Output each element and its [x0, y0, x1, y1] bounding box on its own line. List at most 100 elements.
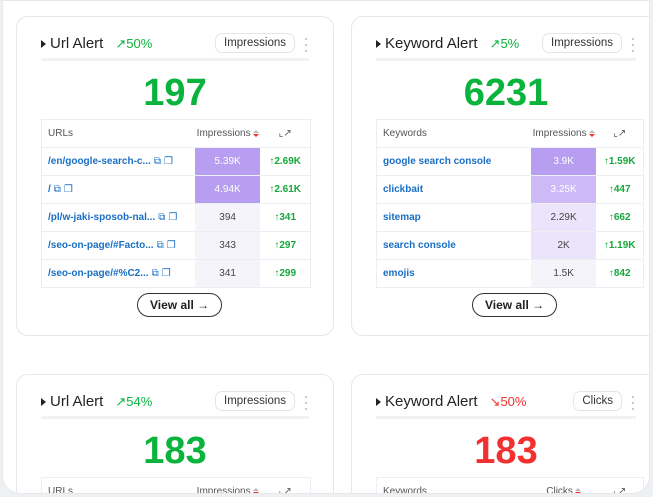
external-link-icon[interactable]: ⧉: [156, 240, 164, 251]
metric-select[interactable]: Impressions: [215, 391, 295, 411]
row-link[interactable]: google search console: [383, 156, 492, 167]
table-row: google search console 3.9K ↑1.59K: [377, 147, 643, 175]
sort-icon[interactable]: [574, 488, 581, 493]
alert-table: URLs Impressions ⌞↗ /en/google-search-c.…: [41, 119, 311, 288]
copy-icon[interactable]: ❐: [166, 240, 176, 251]
value-cell: 2.29K: [530, 204, 597, 231]
sort-icon[interactable]: [588, 130, 595, 137]
table-row: search console 2K ↑1.19K: [377, 231, 643, 259]
metric-select[interactable]: Clicks: [573, 391, 622, 411]
row-link[interactable]: /pl/w-jaki-sposob-nal...: [48, 212, 156, 223]
arrow-right-icon: →: [532, 298, 545, 312]
alert-table: Keywords Clicks ⌞↗: [376, 477, 644, 494]
name-cell: emojis: [377, 260, 531, 287]
value-cell: 5.39K: [194, 148, 261, 175]
trend-down-icon: ↘: [489, 393, 501, 409]
table-row: emojis 1.5K ↑842: [377, 259, 643, 287]
card-header: Url Alert ↗54% Impressions: [41, 389, 309, 419]
name-cell: search console: [377, 232, 531, 259]
metric-select[interactable]: Impressions: [542, 33, 622, 53]
col-value-header[interactable]: Impressions: [531, 120, 597, 147]
trend-up-icon: ↗: [115, 393, 127, 409]
external-link-icon[interactable]: ⧉: [53, 184, 61, 195]
sort-icon[interactable]: [252, 130, 259, 137]
delta-cell: ↑447: [608, 184, 631, 195]
name-cell: sitemap: [377, 204, 531, 231]
more-options-icon[interactable]: [630, 38, 636, 52]
col-value-header[interactable]: Clicks: [531, 478, 597, 493]
card-title: Keyword Alert: [385, 393, 478, 410]
view-all-button[interactable]: View all →: [472, 293, 558, 317]
more-options-icon[interactable]: [630, 396, 636, 410]
chart-icon[interactable]: ⌞↗: [613, 486, 627, 494]
table-row: / ⧉ ❐ 4.94K ↑2.61K: [42, 175, 310, 203]
value-cell: 1.5K: [530, 260, 597, 287]
table-row: /en/google-search-c... ⧉ ❐ 5.39K ↑2.69K: [42, 147, 310, 175]
value-cell: 343: [194, 232, 261, 259]
copy-icon[interactable]: ❐: [163, 156, 173, 167]
row-link[interactable]: search console: [383, 240, 456, 251]
alert-count: 183: [143, 430, 207, 472]
caret-right-icon[interactable]: [41, 39, 46, 48]
table-header: URLs Impressions ⌞↗: [42, 120, 310, 147]
delta-cell: ↑842: [608, 268, 631, 279]
alert-card: Url Alert ↗50% Impressions 197 URLs Impr…: [16, 16, 334, 336]
more-options-icon[interactable]: [303, 38, 309, 52]
row-link[interactable]: /en/google-search-c...: [48, 156, 151, 167]
card-title: Url Alert: [50, 393, 104, 410]
external-link-icon[interactable]: ⧉: [153, 156, 161, 167]
row-link[interactable]: /seo-on-page/#%C2...: [48, 268, 149, 279]
alert-table: Keywords Impressions ⌞↗ google search co…: [376, 119, 644, 288]
col-name-header: URLs: [48, 128, 74, 139]
name-cell: /seo-on-page/#%C2... ⧉ ❐: [42, 260, 195, 287]
delta-cell: ↑2.69K: [269, 156, 302, 167]
view-all-button[interactable]: View all →: [137, 293, 223, 317]
value-cell: 2K: [530, 232, 597, 259]
row-link[interactable]: sitemap: [383, 212, 421, 223]
col-value-header[interactable]: Impressions: [195, 478, 261, 493]
card-header: Url Alert ↗50% Impressions: [41, 31, 309, 61]
table-row: sitemap 2.29K ↑662: [377, 203, 643, 231]
trend-up-icon: ↗: [115, 35, 127, 51]
change-percent: ↗54%: [115, 393, 153, 409]
name-cell: / ⧉ ❐: [42, 176, 195, 203]
delta-cell: ↑2.61K: [269, 184, 302, 195]
row-link[interactable]: /: [48, 184, 51, 195]
row-link[interactable]: /seo-on-page/#Facto...: [48, 240, 154, 251]
change-percent: ↗5%: [489, 35, 520, 51]
copy-icon[interactable]: ❐: [168, 212, 178, 223]
caret-right-icon[interactable]: [41, 397, 46, 406]
delta-cell: ↑1.19K: [603, 240, 636, 251]
value-cell: 4.94K: [194, 176, 261, 203]
more-options-icon[interactable]: [303, 396, 309, 410]
copy-icon[interactable]: ❐: [161, 268, 171, 279]
name-cell: /pl/w-jaki-sposob-nal... ⧉ ❐: [42, 204, 195, 231]
caret-right-icon[interactable]: [376, 39, 381, 48]
alert-table: URLs Impressions ⌞↗: [41, 477, 311, 494]
alert-card: Url Alert ↗54% Impressions 183 URLs Impr…: [16, 374, 334, 494]
row-link[interactable]: clickbait: [383, 184, 424, 195]
sort-icon[interactable]: [252, 488, 259, 493]
external-link-icon[interactable]: ⧉: [158, 212, 166, 223]
name-cell: google search console: [377, 148, 531, 175]
row-link[interactable]: emojis: [383, 268, 415, 279]
delta-cell: ↑297: [274, 240, 297, 251]
name-cell: /seo-on-page/#Facto... ⧉ ❐: [42, 232, 195, 259]
arrow-right-icon: →: [197, 298, 210, 312]
col-name-header: Keywords: [383, 486, 427, 494]
col-value-header[interactable]: Impressions: [195, 120, 261, 147]
chart-icon[interactable]: ⌞↗: [278, 486, 292, 494]
table-header: Keywords Clicks ⌞↗: [377, 478, 643, 494]
caret-right-icon[interactable]: [376, 397, 381, 406]
alert-card: Keyword Alert ↘50% Clicks 183 Keywords C…: [351, 374, 649, 494]
delta-cell: ↑299: [274, 268, 297, 279]
chart-icon[interactable]: ⌞↗: [278, 128, 292, 139]
name-cell: /en/google-search-c... ⧉ ❐: [42, 148, 195, 175]
external-link-icon[interactable]: ⧉: [151, 268, 159, 279]
copy-icon[interactable]: ❐: [63, 184, 73, 195]
metric-select[interactable]: Impressions: [215, 33, 295, 53]
value-cell: 3.9K: [530, 148, 597, 175]
delta-cell: ↑662: [608, 212, 631, 223]
chart-icon[interactable]: ⌞↗: [613, 128, 627, 139]
